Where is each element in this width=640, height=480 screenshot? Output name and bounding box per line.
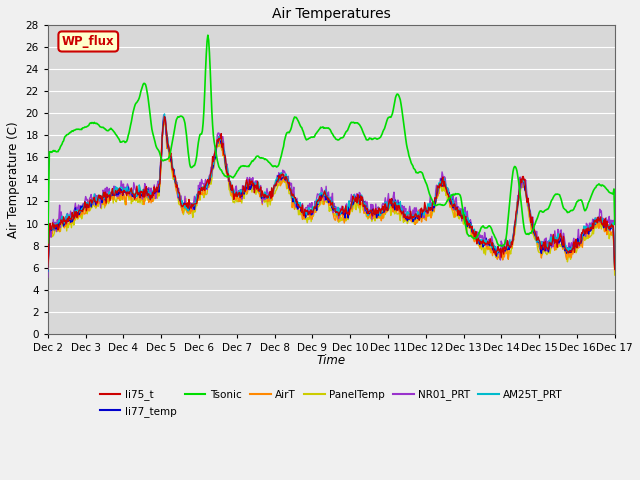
Text: WP_flux: WP_flux xyxy=(62,35,115,48)
Y-axis label: Air Temperature (C): Air Temperature (C) xyxy=(7,121,20,238)
Legend: li75_t, li77_temp, Tsonic, AirT, PanelTemp, NR01_PRT, AM25T_PRT: li75_t, li77_temp, Tsonic, AirT, PanelTe… xyxy=(95,385,567,421)
Title: Air Temperatures: Air Temperatures xyxy=(272,7,390,21)
X-axis label: Time: Time xyxy=(317,354,346,367)
